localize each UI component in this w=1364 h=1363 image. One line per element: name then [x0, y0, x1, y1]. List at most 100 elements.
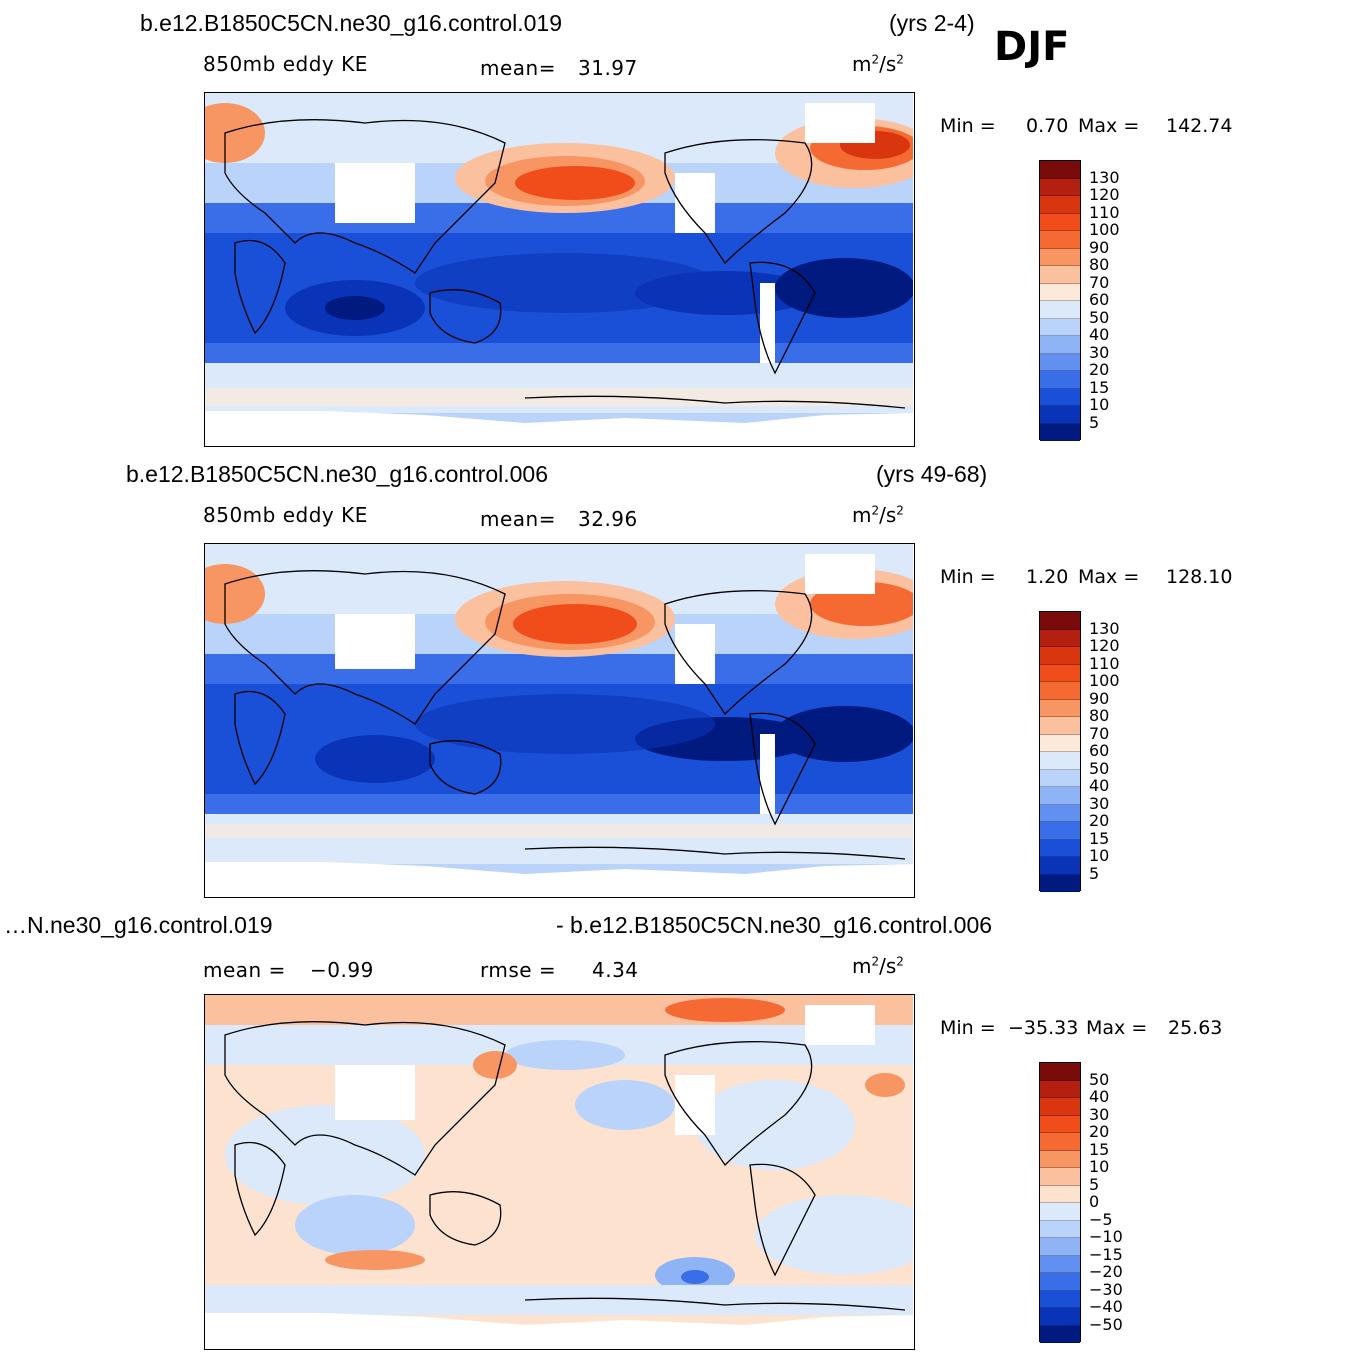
- colorbar-label: 110: [1089, 653, 1120, 673]
- colorbar-swatch: [1040, 371, 1080, 389]
- colorbar-label: 50: [1089, 1069, 1110, 1089]
- colorbar-swatch: [1040, 213, 1080, 231]
- colorbar-swatch: [1040, 1273, 1080, 1291]
- colorbar-swatch: [1040, 629, 1080, 647]
- colorbar-swatch: [1040, 318, 1080, 336]
- colorbar-swatch: [1040, 231, 1080, 249]
- panel2-years: (yrs 49-68): [876, 461, 988, 487]
- colorbar-swatch: [1040, 682, 1080, 700]
- colorbar-swatch: [1040, 787, 1080, 805]
- colorbar-label: 50: [1089, 758, 1110, 778]
- panel1-years: (yrs 2-4): [889, 10, 975, 36]
- panel3-rmse-value: 4.34: [592, 958, 639, 982]
- colorbar-label: 60: [1089, 290, 1110, 309]
- panel2-units: m2/s2: [852, 503, 904, 527]
- panel2-map-graphic: [205, 544, 913, 896]
- colorbar-swatch: [1040, 1168, 1080, 1186]
- colorbar-swatch: [1040, 1185, 1080, 1203]
- colorbar-label: 5: [1089, 1174, 1100, 1194]
- colorbar-label: 50: [1089, 307, 1110, 327]
- colorbar-label: 40: [1089, 776, 1110, 795]
- colorbar-swatch: [1040, 1325, 1080, 1343]
- colorbar-swatch: [1040, 1290, 1080, 1308]
- panel2-map: [204, 543, 915, 898]
- colorbar-label: 10: [1089, 395, 1110, 414]
- colorbar-swatch: [1040, 734, 1080, 752]
- colorbar-label: −5: [1089, 1209, 1113, 1229]
- colorbar-label: 100: [1089, 671, 1120, 690]
- panel2-max-value: 128.10: [1166, 566, 1233, 588]
- panel1-max-label: Max =: [1078, 115, 1140, 137]
- panel2-min-label: Min =: [940, 566, 996, 588]
- panel3-case-right: - b.e12.B1850C5CN.ne30_g16.control.006: [556, 912, 993, 938]
- panel1-mean-value: 31.97: [578, 56, 638, 80]
- colorbar-swatch: [1040, 1133, 1080, 1151]
- colorbar-label: 100: [1089, 220, 1120, 239]
- colorbar-swatch: [1040, 664, 1080, 682]
- panel1-min-label: Min =: [940, 115, 996, 137]
- panel1-case-title: b.e12.B1850C5CN.ne30_g16.control.019: [140, 10, 562, 36]
- panel3-map-graphic: [205, 995, 913, 1348]
- season-label: DJF: [994, 24, 1070, 70]
- panel1-map: [204, 92, 915, 447]
- colorbar-swatch: [1040, 1115, 1080, 1133]
- panel2-max-label: Max =: [1078, 566, 1140, 588]
- panel3-rmse-label: rmse =: [480, 958, 557, 982]
- colorbar-label: 15: [1089, 828, 1110, 848]
- colorbar-label: −30: [1089, 1279, 1123, 1299]
- panel3-mean-label: mean =: [203, 958, 286, 982]
- colorbar-label: 20: [1089, 1122, 1110, 1141]
- colorbar-swatch: [1040, 647, 1080, 665]
- colorbar-label: 0: [1089, 1192, 1100, 1211]
- panel3-min-label: Min =: [940, 1017, 996, 1039]
- colorbar-swatch: [1040, 248, 1080, 266]
- colorbar-label: 30: [1089, 793, 1110, 813]
- colorbar-label: 5: [1089, 412, 1100, 432]
- colorbar-label: 120: [1089, 636, 1120, 655]
- colorbar-swatch: [1040, 769, 1080, 787]
- colorbar-label: 30: [1089, 1104, 1110, 1124]
- panel2-mean-label: mean=: [480, 507, 556, 531]
- colorbar-swatch: [1040, 336, 1080, 354]
- colorbar-swatch: [1040, 612, 1080, 630]
- colorbar-label: 130: [1089, 618, 1120, 638]
- colorbar-label: 15: [1089, 1139, 1110, 1159]
- colorbar-swatch: [1040, 752, 1080, 770]
- panel3-case-left: …N.ne30_g16.control.019: [4, 912, 273, 938]
- colorbar-label: 130: [1089, 167, 1120, 187]
- colorbar-swatch: [1040, 301, 1080, 319]
- colorbar-swatch: [1040, 1063, 1080, 1081]
- panel1-mean-label: mean=: [480, 56, 556, 80]
- panel1-max-value: 142.74: [1166, 115, 1233, 137]
- colorbar-label: 40: [1089, 325, 1110, 344]
- colorbar-swatch: [1040, 388, 1080, 406]
- panel2-variable: 850mb eddy KE: [203, 503, 368, 527]
- colorbar-label: 120: [1089, 185, 1120, 204]
- colorbar-label: 15: [1089, 377, 1110, 397]
- colorbar-swatch: [1040, 1255, 1080, 1273]
- colorbar-swatch: [1040, 822, 1080, 840]
- panel3-units: m2/s2: [852, 954, 904, 978]
- colorbar-swatch: [1040, 1308, 1080, 1326]
- colorbar-label: 10: [1089, 1157, 1110, 1176]
- colorbar-label: 10: [1089, 846, 1110, 865]
- panel1-colorbar: [1039, 160, 1081, 441]
- panel3-map: [204, 994, 915, 1350]
- colorbar-label: 90: [1089, 688, 1110, 708]
- colorbar-swatch: [1040, 353, 1080, 371]
- colorbar-label: 30: [1089, 342, 1110, 362]
- colorbar-swatch: [1040, 423, 1080, 441]
- colorbar-swatch: [1040, 196, 1080, 214]
- colorbar-swatch: [1040, 161, 1080, 179]
- colorbar-label: 60: [1089, 741, 1110, 760]
- colorbar-swatch: [1040, 874, 1080, 892]
- colorbar-label: 110: [1089, 202, 1120, 222]
- colorbar-label: −10: [1089, 1227, 1123, 1246]
- panel2-case-title: b.e12.B1850C5CN.ne30_g16.control.006: [126, 461, 548, 487]
- panel1-units: m2/s2: [852, 52, 904, 76]
- panel2-mean-value: 32.96: [578, 507, 638, 531]
- colorbar-label: −15: [1089, 1244, 1123, 1264]
- colorbar-label: −40: [1089, 1297, 1123, 1316]
- colorbar-label: 80: [1089, 706, 1110, 725]
- colorbar-swatch: [1040, 266, 1080, 284]
